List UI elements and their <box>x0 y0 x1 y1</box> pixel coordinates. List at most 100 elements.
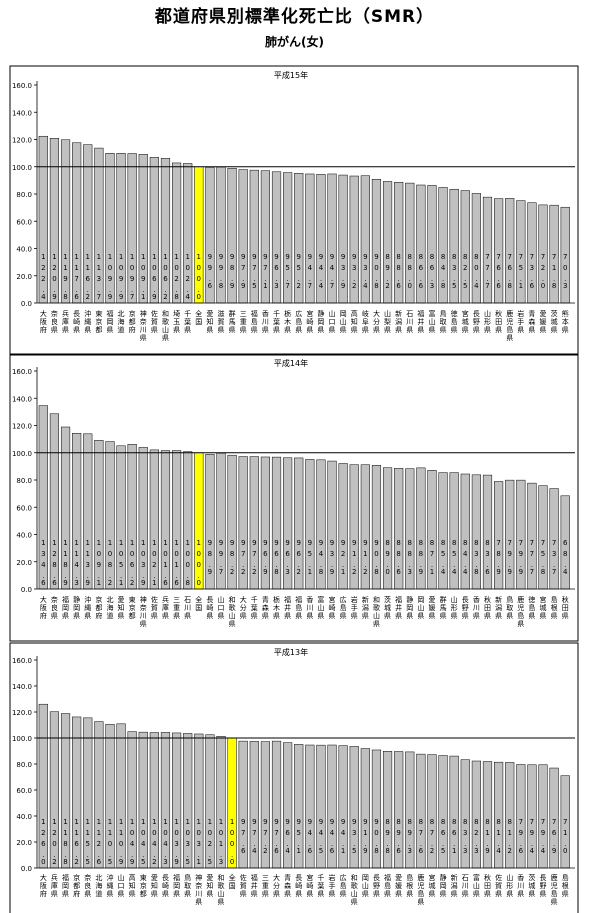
x-tick-label: 青森県 <box>528 309 535 334</box>
x-tick-label: 佐賀県 <box>151 309 158 334</box>
x-tick-label: 秋田県 <box>562 595 569 620</box>
x-tick-label: 栃木県 <box>273 595 280 620</box>
x-tick-label: 愛知県 <box>151 873 158 898</box>
y-tick-label: 120.0 <box>12 137 32 145</box>
x-tick-label: 佐賀県 <box>151 595 158 620</box>
y-tick-label: 40.0 <box>16 813 32 821</box>
x-tick-label: 神奈川県 <box>140 595 147 628</box>
y-tick-label: 0.0 <box>21 586 32 594</box>
x-tick-label: 千葉県 <box>184 309 191 334</box>
x-tick-label: 長野県 <box>473 310 480 334</box>
x-tick-label: 鳥取県 <box>184 873 191 898</box>
y-tick-label: 80.0 <box>16 761 32 769</box>
y-tick-label: 120.0 <box>12 423 32 431</box>
y-tick-label: 20.0 <box>16 273 32 281</box>
x-tick-label: 石川県 <box>406 310 413 334</box>
x-tick-label: 鹿児島県 <box>517 595 524 628</box>
x-tick-label: 宮城県 <box>462 309 469 334</box>
x-tick-label: 富山県 <box>428 309 435 334</box>
x-tick-label: 東京都 <box>129 595 136 620</box>
x-tick-label: 岩手県 <box>517 309 524 334</box>
x-tick-label: 三重県 <box>173 596 180 620</box>
y-tick-label: 60.0 <box>16 504 32 512</box>
y-tick-label: 100.0 <box>12 164 32 172</box>
x-tick-label: 奈良県 <box>51 595 58 620</box>
bar-15 <box>205 734 215 869</box>
x-tick-label: 茨城県 <box>384 595 391 620</box>
chart-panel-1: 平成14年 0.0 20.0 40.0 60.0 80.0 100.0 120.0 140.0 1… <box>9 353 579 642</box>
y-tick-label: 160.0 <box>12 657 32 665</box>
x-tick-label: 長崎県 <box>295 874 302 898</box>
x-tick-label: 静岡県 <box>406 595 413 620</box>
x-tick-label: 青森県 <box>284 873 291 898</box>
x-tick-label: 大阪府 <box>40 873 47 898</box>
x-tick-label: 福島県 <box>384 873 391 898</box>
x-tick-label: 宮崎県 <box>306 873 313 898</box>
x-tick-label: 和歌山県 <box>162 309 169 342</box>
x-tick-label: 滋賀県 <box>217 309 224 334</box>
x-tick-label: 全国 <box>195 309 202 326</box>
x-tick-label: 栃木県 <box>284 309 291 334</box>
y-tick-label: 80.0 <box>16 477 32 485</box>
x-tick-label: 島根県 <box>406 873 413 898</box>
page-subtitle: 肺がん(女) <box>265 35 324 49</box>
x-tick-label: 大阪府 <box>40 595 47 620</box>
x-tick-label: 沖縄県 <box>106 873 113 898</box>
x-tick-label: 和歌山県 <box>229 595 236 628</box>
x-tick-label: 鳥取県 <box>506 595 513 620</box>
y-tick-label: 0.0 <box>21 300 32 308</box>
chart-title: 平成15年 <box>274 70 308 80</box>
x-tick-label: 石川県 <box>184 596 191 620</box>
x-tick-label: 愛媛県 <box>428 595 435 620</box>
x-tick-label: 東京都 <box>95 309 102 334</box>
x-tick-label: 秋田県 <box>484 595 491 620</box>
